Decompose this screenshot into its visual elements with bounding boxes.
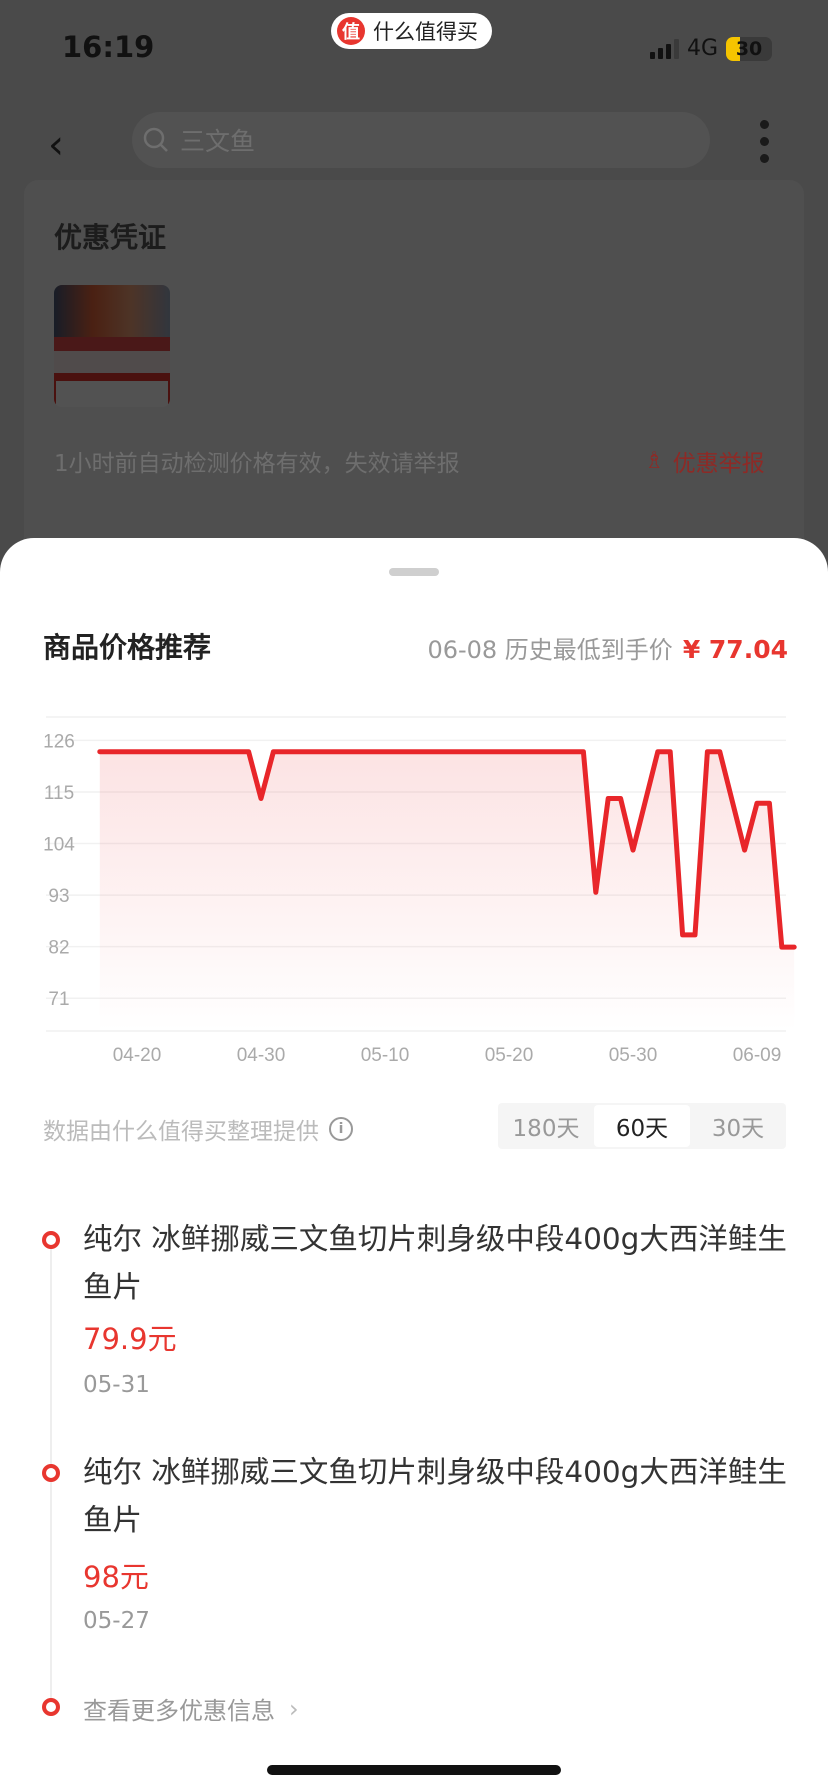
range-tab[interactable]: 60天	[594, 1105, 690, 1147]
sheet-title: 商品价格推荐	[43, 631, 212, 664]
range-tab[interactable]: 180天	[512, 1116, 580, 1142]
chevron-right-icon: ›	[289, 1694, 299, 1723]
status-time: 16:19	[62, 30, 155, 64]
range-selector: 180天 60天 30天	[498, 1103, 786, 1149]
search-input[interactable]: 三文鱼	[132, 112, 710, 168]
status-icons: 4G 30	[650, 36, 773, 61]
home-indicator[interactable]	[267, 1765, 561, 1775]
more-deals-link[interactable]: 查看更多优惠信息 ›	[83, 1694, 299, 1726]
voucher-thumbnail[interactable]	[54, 285, 170, 407]
price-line	[97, 749, 797, 950]
report-link[interactable]: ♗ 优惠举报	[644, 448, 765, 477]
lowest-price-info: 06-08 历史最低到手价 ¥ 77.04	[427, 630, 788, 665]
lowest-price-label: 06-08 历史最低到手价	[427, 636, 673, 664]
deal-date: 05-27	[83, 1608, 150, 1634]
battery-icon: 30	[726, 36, 773, 61]
range-tab[interactable]: 30天	[711, 1116, 765, 1142]
y-tick-label: 93	[48, 886, 69, 907]
network-type: 4G	[687, 36, 719, 61]
x-tick-label: 04-20	[113, 1045, 162, 1066]
y-tick-label: 71	[48, 989, 69, 1010]
app-switch-pill[interactable]: 值 什么值得买	[331, 13, 492, 49]
data-source-note: 数据由什么值得买整理提供 i	[43, 1112, 353, 1146]
deal-date: 05-31	[83, 1372, 150, 1398]
validity-note: 1小时前自动检测价格有效，失效请举报	[54, 451, 460, 477]
info-icon[interactable]: i	[329, 1117, 353, 1141]
y-tick-label: 126	[43, 731, 75, 752]
more-menu-icon[interactable]	[760, 120, 769, 163]
app-pill-label: 什么值得买	[373, 20, 478, 44]
app-logo-icon: 值	[337, 17, 365, 45]
lowest-price-value: ¥ 77.04	[682, 635, 788, 664]
deal-price: 79.9元	[83, 1322, 177, 1356]
x-tick-label: 06-09	[733, 1045, 782, 1066]
alarm-icon: ♗	[644, 448, 665, 474]
timeline-dot	[42, 1231, 60, 1249]
y-tick-label: 115	[44, 783, 74, 804]
timeline-dot	[42, 1464, 60, 1482]
signal-icon	[650, 38, 679, 59]
deal-title[interactable]: 纯尔 冰鲜挪威三文鱼切片刺身级中段400g大西洋鲑生鱼片	[83, 1222, 787, 1304]
y-tick-label: 82	[48, 938, 69, 959]
back-button[interactable]: ‹	[48, 122, 64, 168]
x-tick-label: 05-30	[609, 1045, 658, 1066]
x-tick-label: 05-20	[485, 1045, 534, 1066]
price-bottom-sheet	[0, 538, 828, 1792]
deal-price: 98元	[83, 1560, 149, 1594]
deal-title[interactable]: 纯尔 冰鲜挪威三文鱼切片刺身级中段400g大西洋鲑生鱼片	[83, 1455, 787, 1537]
sheet-drag-handle[interactable]	[389, 568, 439, 576]
x-tick-label: 05-10	[361, 1045, 410, 1066]
price-history-chart: 126 115 104 93 82 71 04-20 04-30 05-10 05-20 05-30…	[43, 716, 797, 1066]
search-placeholder: 三文鱼	[180, 127, 256, 156]
x-tick-label: 04-30	[237, 1045, 286, 1066]
price-area	[99, 751, 795, 1031]
section-title: 优惠凭证	[54, 221, 167, 254]
y-tick-label: 104	[43, 835, 75, 856]
timeline-dot	[42, 1698, 60, 1716]
search-icon	[143, 127, 168, 152]
